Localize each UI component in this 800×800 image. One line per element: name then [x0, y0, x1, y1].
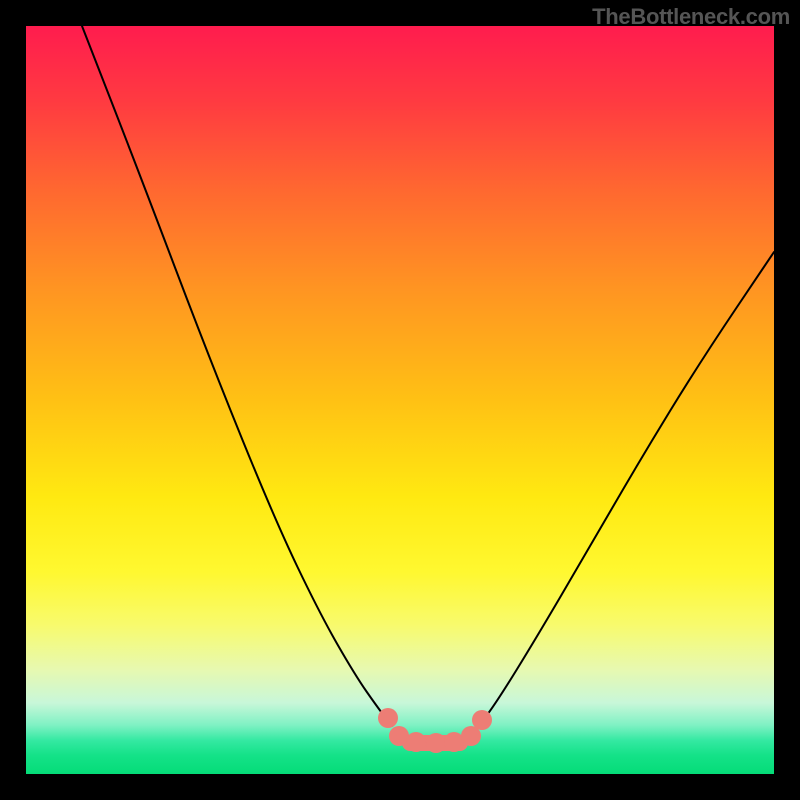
gradient-background [26, 26, 774, 774]
chart-svg [0, 0, 800, 800]
chart-frame: TheBottleneck.com [0, 0, 800, 800]
